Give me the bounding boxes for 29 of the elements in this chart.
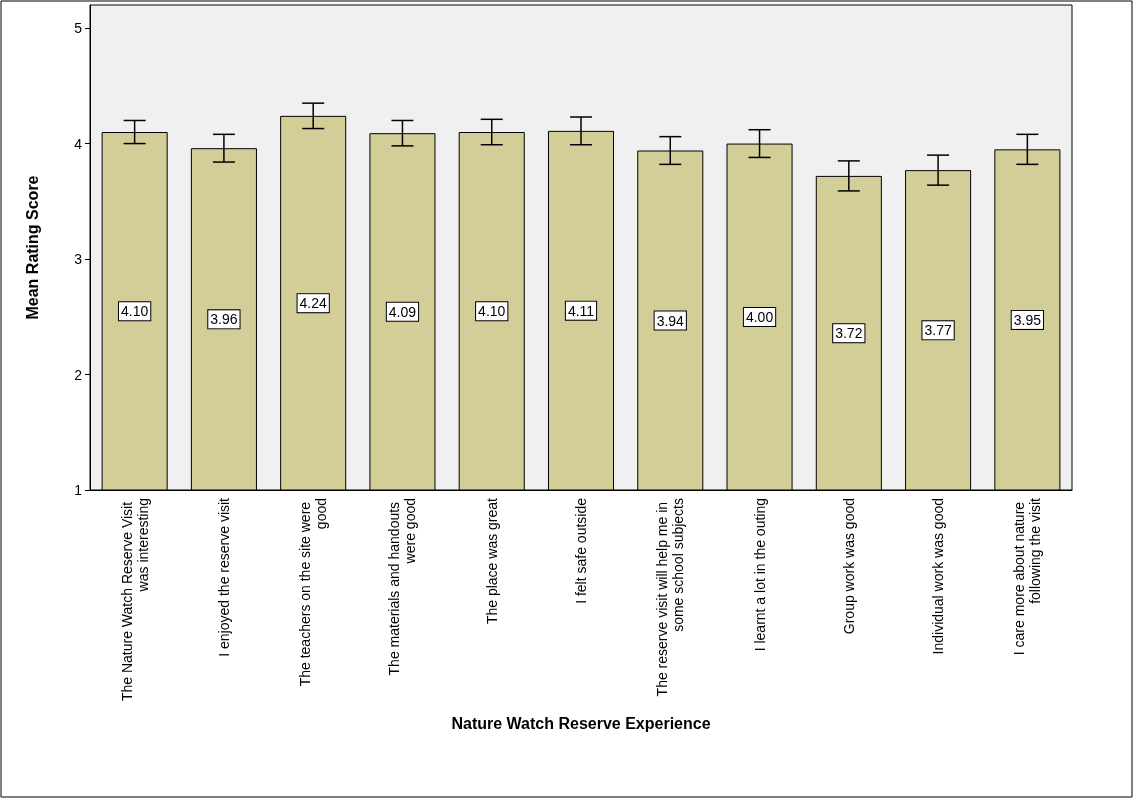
x-tick-label: I care more about nature following the visit [1011,497,1044,656]
data-label: 4.09 [388,303,417,320]
data-label: 3.77 [924,322,952,339]
data-label: 3.72 [835,325,863,342]
data-label: 3.94 [656,312,685,329]
y-axis-title: Mean Rating Score [23,175,41,320]
x-tick-label: I enjoyed the reserve visit [215,497,232,657]
x-tick-label: Group work was good [840,498,857,635]
y-tick-label: 5 [74,20,83,37]
x-tick-label: I learnt a lot in the outing [751,498,768,652]
x-tick-label: The reserve visit will help me in some school subjects [654,498,687,697]
y-tick-label: 3 [74,251,83,268]
data-label: 4.24 [299,295,328,312]
data-label: 4.11 [567,302,595,319]
y-tick-label: 4 [74,135,83,152]
x-tick-label: I felt safe outside [573,497,589,604]
x-tick-label: The Nature Watch Reserve Visit was interesting [118,498,151,702]
y-tick-label: 1 [74,482,83,498]
data-label: 4.00 [745,309,774,326]
y-tick-label: 2 [74,366,83,383]
x-tick-label: The place was great [483,497,500,625]
data-label: 3.95 [1013,311,1042,328]
data-label: 4.10 [121,303,149,320]
data-label: 3.96 [210,311,238,328]
data-label: 4.10 [478,303,506,320]
x-tick-label: The teachers on the site were good [297,498,330,687]
x-tick-label: The materials and handouts were good [386,498,419,676]
x-tick-label: Individual work was good [930,498,947,655]
x-axis-title: Nature Watch Reserve Experience [451,714,711,732]
